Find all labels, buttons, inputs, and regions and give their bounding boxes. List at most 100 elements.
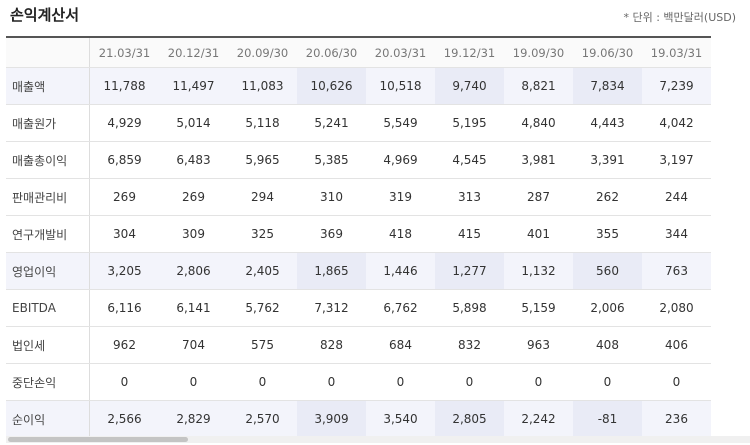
cell: 244 xyxy=(642,178,711,216)
cell: 0 xyxy=(89,363,159,401)
cell: 319 xyxy=(366,178,435,216)
table-row: 법인세 962 704 575 828 684 832 963 408 406 xyxy=(6,326,711,364)
cell: 5,014 xyxy=(159,104,228,142)
column-header: 20.09/30 xyxy=(228,37,297,68)
row-label: 중단손익 xyxy=(6,363,90,401)
cell: 828 xyxy=(297,326,366,364)
cell: 0 xyxy=(504,363,573,401)
cell: 11,788 xyxy=(89,67,159,105)
cell: 313 xyxy=(435,178,504,216)
cell: 2,806 xyxy=(159,252,228,290)
cell: 963 xyxy=(504,326,573,364)
cell: 4,443 xyxy=(573,104,642,142)
cell: 3,909 xyxy=(297,400,366,438)
cell: 6,141 xyxy=(159,289,228,327)
cell: 0 xyxy=(642,363,711,401)
cell: 962 xyxy=(89,326,159,364)
row-label: EBITDA xyxy=(6,289,90,327)
header-row: 21.03/31 20.12/31 20.09/30 20.06/30 20.03/31… xyxy=(6,37,711,68)
cell: 294 xyxy=(228,178,297,216)
cell: 10,518 xyxy=(366,67,435,105)
cell: 304 xyxy=(89,215,159,253)
cell: 5,762 xyxy=(228,289,297,327)
unit-note: * 단위 : 백만달러(USD) xyxy=(623,11,736,24)
table-row: 매출액 11,788 11,497 11,083 10,626 10,518 9,740 8,… xyxy=(6,67,711,105)
cell: 4,042 xyxy=(642,104,711,142)
column-header: 20.12/31 xyxy=(159,37,228,68)
cell: 1,865 xyxy=(297,252,366,290)
cell: 2,080 xyxy=(642,289,711,327)
cell: 560 xyxy=(573,252,642,290)
cell: 2,242 xyxy=(504,400,573,438)
cell: 10,626 xyxy=(297,67,366,105)
cell: -81 xyxy=(573,400,642,438)
cell: 355 xyxy=(573,215,642,253)
row-label: 매출총이익 xyxy=(6,141,90,179)
cell: 5,549 xyxy=(366,104,435,142)
cell: 704 xyxy=(159,326,228,364)
cell: 684 xyxy=(366,326,435,364)
cell: 401 xyxy=(504,215,573,253)
scrollbar[interactable] xyxy=(6,436,750,443)
column-header: 19.06/30 xyxy=(573,37,642,68)
cell: 2,570 xyxy=(228,400,297,438)
cell: 344 xyxy=(642,215,711,253)
cell: 2,829 xyxy=(159,400,228,438)
cell: 11,497 xyxy=(159,67,228,105)
title: 손익계산서 xyxy=(10,6,80,24)
cell: 3,540 xyxy=(366,400,435,438)
cell: 2,805 xyxy=(435,400,504,438)
cell: 2,006 xyxy=(573,289,642,327)
cell: 3,197 xyxy=(642,141,711,179)
row-label: 순이익 xyxy=(6,400,90,438)
row-label: 매출원가 xyxy=(6,104,90,142)
cell: 0 xyxy=(159,363,228,401)
cell: 6,859 xyxy=(89,141,159,179)
cell: 415 xyxy=(435,215,504,253)
cell: 4,545 xyxy=(435,141,504,179)
column-header: 19.09/30 xyxy=(504,37,573,68)
income-table: 21.03/31 20.12/31 20.09/30 20.06/30 20.03/31… xyxy=(6,36,711,438)
row-label: 매출액 xyxy=(6,67,90,105)
table-row: 영업이익 3,205 2,806 2,405 1,865 1,446 1,277 1,132 5… xyxy=(6,252,711,290)
cell: 309 xyxy=(159,215,228,253)
cell: 1,446 xyxy=(366,252,435,290)
cell: 236 xyxy=(642,400,711,438)
cell: 408 xyxy=(573,326,642,364)
cell: 0 xyxy=(366,363,435,401)
cell: 418 xyxy=(366,215,435,253)
cell: 4,969 xyxy=(366,141,435,179)
cell: 5,385 xyxy=(297,141,366,179)
cell: 6,116 xyxy=(89,289,159,327)
table-row: 연구개발비 304 309 325 369 418 415 401 355 344 xyxy=(6,215,711,253)
cell: 5,965 xyxy=(228,141,297,179)
corner-cell xyxy=(6,37,90,68)
cell: 4,840 xyxy=(504,104,573,142)
cell: 5,195 xyxy=(435,104,504,142)
table-row: 중단손익 0 0 0 0 0 0 0 0 0 xyxy=(6,363,711,401)
column-header: 19.03/31 xyxy=(642,37,711,68)
cell: 1,277 xyxy=(435,252,504,290)
column-header: 21.03/31 xyxy=(89,37,159,68)
row-label: 영업이익 xyxy=(6,252,90,290)
scroll-thumb[interactable] xyxy=(8,437,188,442)
cell: 262 xyxy=(573,178,642,216)
row-label: 판매관리비 xyxy=(6,178,90,216)
cell: 7,312 xyxy=(297,289,366,327)
cell: 3,981 xyxy=(504,141,573,179)
cell: 2,405 xyxy=(228,252,297,290)
cell: 406 xyxy=(642,326,711,364)
cell: 6,483 xyxy=(159,141,228,179)
table-row: 매출총이익 6,859 6,483 5,965 5,385 4,969 4,545 3,981… xyxy=(6,141,711,179)
column-header: 19.12/31 xyxy=(435,37,504,68)
cell: 369 xyxy=(297,215,366,253)
cell: 7,239 xyxy=(642,67,711,105)
cell: 0 xyxy=(573,363,642,401)
cell: 9,740 xyxy=(435,67,504,105)
cell: 832 xyxy=(435,326,504,364)
cell: 6,762 xyxy=(366,289,435,327)
cell: 3,391 xyxy=(573,141,642,179)
table-row: EBITDA 6,116 6,141 5,762 7,312 6,762 5,898 5,15… xyxy=(6,289,711,327)
table-row: 판매관리비 269 269 294 310 319 313 287 262 244 xyxy=(6,178,711,216)
